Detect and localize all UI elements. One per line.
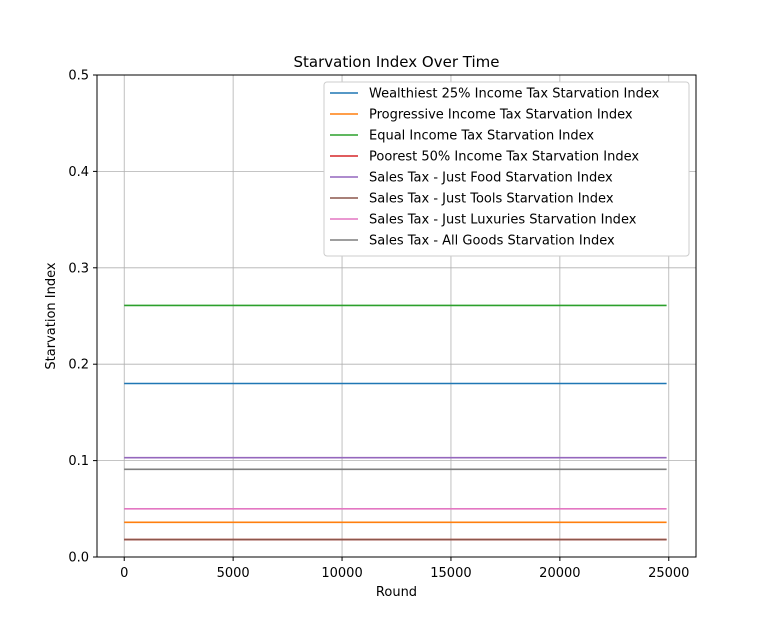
- x-tick-label: 20000: [539, 566, 580, 581]
- x-tick-label: 15000: [430, 566, 471, 581]
- y-tick-label: 0.4: [68, 165, 89, 180]
- y-axis-label: Starvation Index: [44, 262, 59, 369]
- legend-box: [323, 81, 690, 257]
- x-tick-label: 10000: [321, 566, 362, 581]
- y-tick-label: 0.2: [68, 358, 89, 373]
- series-layer: [124, 304, 667, 541]
- plot-frame: [96, 74, 697, 558]
- x-axis-label: Round: [376, 585, 417, 600]
- x-tick-label: 0: [120, 566, 128, 581]
- legend-label: Progressive Income Tax Starvation Index: [369, 108, 633, 123]
- x-tick-label: 25000: [648, 566, 689, 581]
- chart-title: Starvation Index Over Time: [294, 53, 500, 71]
- legend-label: Equal Income Tax Starvation Index: [369, 129, 594, 144]
- ticks-layer: 0 5000 10000 15000 20000 25000 0.0 0.1 0.2 0.3 0.4…: [68, 69, 689, 582]
- y-tick-label: 0.5: [68, 69, 89, 84]
- legend-label: Wealthiest 25% Income Tax Starvation Ind…: [369, 87, 660, 102]
- y-tick-label: 0.3: [68, 261, 89, 276]
- y-tick-label: 0.0: [68, 551, 89, 566]
- legend: Wealthiest 25% Income Tax Starvation Ind…: [323, 81, 690, 257]
- x-tick-label: 5000: [217, 566, 250, 581]
- legend-label: Sales Tax - Just Luxuries Starvation Ind…: [369, 213, 637, 228]
- legend-label: Sales Tax - Just Food Starvation Index: [369, 171, 613, 186]
- legend-label: Sales Tax - All Goods Starvation Index: [369, 234, 615, 249]
- legend-label: Sales Tax - Just Tools Starvation Index: [369, 192, 614, 207]
- y-tick-label: 0.1: [68, 454, 89, 469]
- legend-label: Poorest 50% Income Tax Starvation Index: [369, 150, 639, 165]
